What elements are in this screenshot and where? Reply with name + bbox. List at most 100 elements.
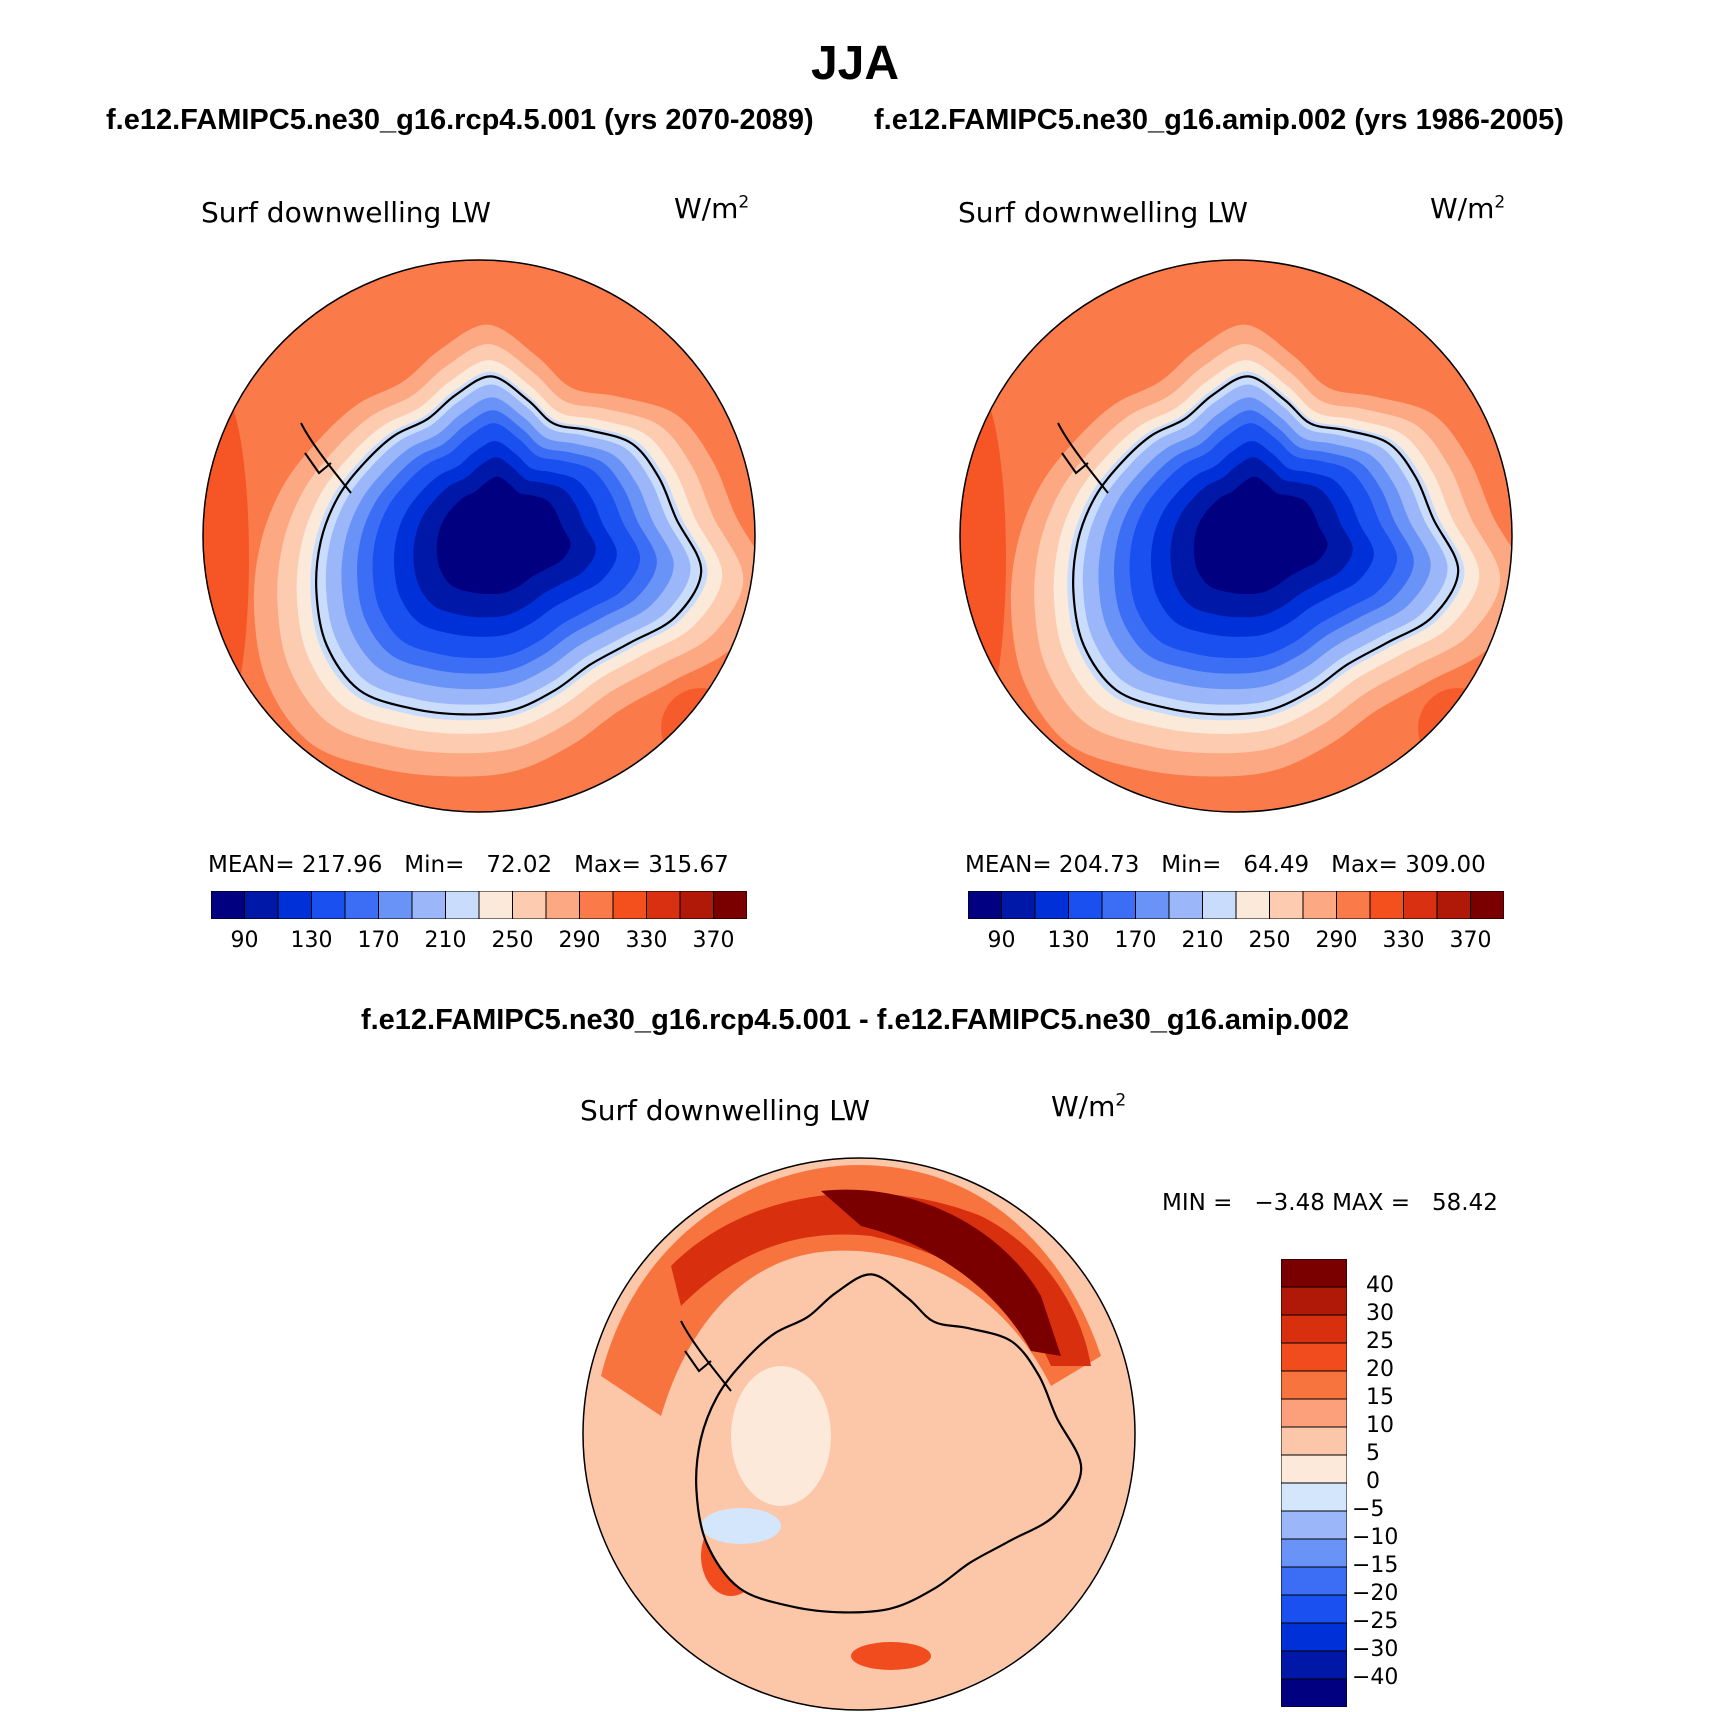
colorbar-box [1470,891,1504,919]
colorbar-tick-label: −20 [1352,1581,1399,1606]
peninsula-coastline [1057,422,1109,494]
difference-polar-map [582,1157,1136,1711]
colorbar-tick-label: 330 [1382,928,1425,953]
colorbar-tick-label: −25 [1352,1609,1399,1634]
diff-stats: MIN = −3.48 MAX = 58.42 [1162,1190,1498,1216]
colorbar-tick-label: −30 [1352,1637,1399,1662]
colorbar-box [378,891,413,919]
colorbar-tick-label: 330 [625,928,668,953]
colorbar-tick-label: 370 [692,928,735,953]
colorbar-box [646,891,681,919]
panel1-unit-label: W/m2 [674,192,750,225]
colorbar-box [1168,891,1203,919]
colorbar-box [1281,1678,1347,1707]
panel2-unit-label: W/m2 [1430,192,1506,225]
colorbar-box [1281,1342,1347,1372]
colorbar-tick-label: −40 [1352,1665,1399,1690]
colorbar-box [1281,1594,1347,1624]
panel2-stats: MEAN= 204.73 Min= 64.49 Max= 309.00 [965,852,1486,878]
panel2-colorbar [968,891,1504,919]
colorbar-box [968,891,1002,919]
map-boundary [582,1157,1136,1711]
colorbar-tick-label: 170 [357,928,400,953]
colorbar-box [1302,891,1337,919]
colorbar-box [445,891,480,919]
diff-variable-label: Surf downwelling LW [580,1094,870,1127]
colorbar-box [579,891,614,919]
colorbar-box [1281,1370,1347,1400]
diff-unit-label: W/m2 [1051,1090,1127,1123]
colorbar-tick-label: 210 [1181,928,1224,953]
case2-title: f.e12.FAMIPC5.ne30_g16.amip.002 (yrs 198… [874,104,1564,136]
colorbar-box [1281,1259,1347,1288]
map-boundary [959,259,1513,813]
colorbar-box [1135,891,1170,919]
colorbar-tick-label: −15 [1352,1553,1399,1578]
difference-title: f.e12.FAMIPC5.ne30_g16.rcp4.5.001 - f.e1… [360,1004,1350,1036]
colorbar-box [211,891,245,919]
colorbar-box [478,891,513,919]
colorbar-tick-label: 130 [1047,928,1090,953]
antarctica-coastline [315,375,703,716]
panel1-variable-label: Surf downwelling LW [201,196,491,229]
colorbar-tick-label: 25 [1366,1329,1394,1354]
antarctica-coastline [695,1273,1083,1614]
peninsula-coastline [680,1320,732,1392]
colorbar-box [244,891,279,919]
colorbar-tick-label: 170 [1114,928,1157,953]
colorbar-box [344,891,379,919]
antarctica-coastline [1072,375,1460,716]
colorbar-tick-label: 250 [1248,928,1291,953]
peninsula-coastline [300,422,352,494]
colorbar-box [1281,1650,1347,1680]
contour-band-0 [1193,476,1328,595]
colorbar-box [1336,891,1371,919]
panel1-colorbar-ticks: 90 130 170 210 250 290 330 370 [211,928,747,958]
colorbar-box [1202,891,1237,919]
colorbar-tick-label: 370 [1449,928,1492,953]
panel2-polar-map [959,259,1513,813]
colorbar-tick-label: 30 [1366,1301,1394,1326]
colorbar-tick-label: −10 [1352,1525,1399,1550]
colorbar-tick-label: 20 [1366,1357,1394,1382]
colorbar-box [1436,891,1471,919]
colorbar-tick-label: 290 [1315,928,1358,953]
difference-colorbar-ticks: 40 30 25 20 15 10 5 0 −5 −10 −15 −20 −25 −30 −40 [1352,1259,1432,1707]
colorbar-box [713,891,747,919]
panel1-polar-map [202,259,756,813]
colorbar-box [1281,1622,1347,1652]
diff-continent [696,1274,1082,1613]
colorbar-box [1281,1426,1347,1456]
diff-patch-negative [701,1508,781,1544]
colorbar-box [1281,1566,1347,1596]
colorbar-tick-label: 90 [987,928,1016,953]
colorbar-tick-label: 0 [1366,1469,1380,1494]
panel1-stats: MEAN= 217.96 Min= 72.02 Max= 315.67 [208,852,729,878]
colorbar-tick-label: 5 [1366,1441,1380,1466]
colorbar-box [1281,1538,1347,1568]
colorbar-box [679,891,714,919]
colorbar-box [1403,891,1438,919]
colorbar-box [311,891,346,919]
colorbar-tick-label: 290 [558,928,601,953]
figure-title: JJA [810,37,900,90]
colorbar-tick-label: 210 [424,928,467,953]
colorbar-box [1235,891,1270,919]
colorbar-box [1281,1314,1347,1344]
colorbar-tick-label: 10 [1366,1413,1394,1438]
colorbar-box [1269,891,1304,919]
diff-band-40 [821,1189,1061,1356]
diff-patch-s [851,1642,931,1670]
panel1-colorbar [211,891,747,919]
colorbar-tick-label: 40 [1366,1273,1394,1298]
diff-patch-shelf [731,1366,831,1506]
contour-band-0 [436,476,571,595]
panel2-variable-label: Surf downwelling LW [958,196,1248,229]
colorbar-box [1281,1482,1347,1512]
colorbar-box [1281,1286,1347,1316]
colorbar-box [1001,891,1036,919]
colorbar-tick-label: 250 [491,928,534,953]
colorbar-tick-label: −5 [1352,1497,1385,1522]
colorbar-box [1281,1454,1347,1484]
difference-colorbar [1281,1259,1347,1707]
